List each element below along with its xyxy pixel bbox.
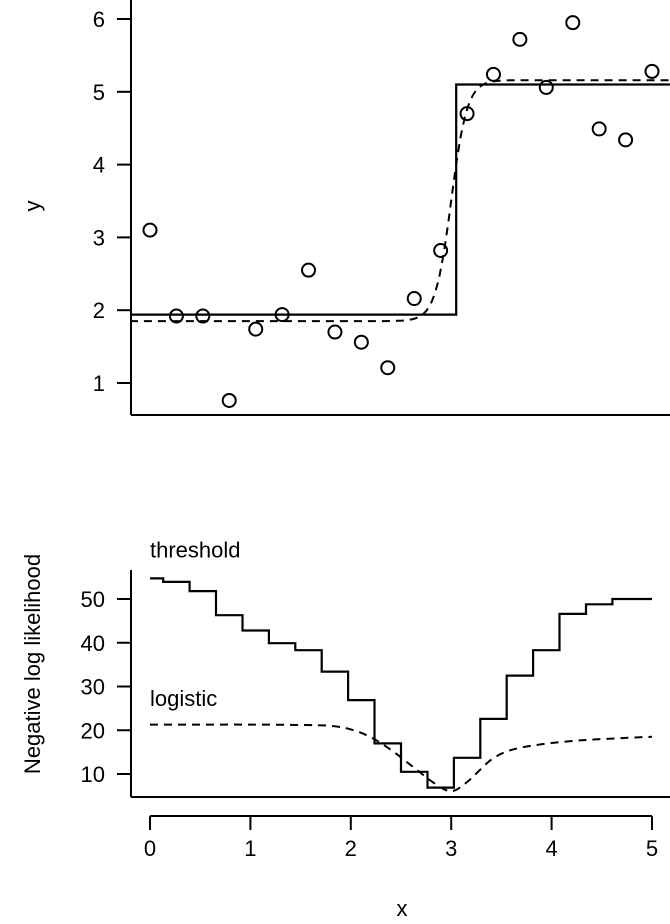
bottom-y-axis: 10 20 30 40 50 <box>81 587 131 787</box>
bottom-x-tick-label: 1 <box>244 836 256 861</box>
bottom-series-lines <box>150 577 653 793</box>
top-panel: 1 2 3 4 5 6 y <box>20 0 670 416</box>
data-point <box>353 334 369 350</box>
bottom-x-axis-label: x <box>397 896 408 921</box>
bottom-y-tick-label: 30 <box>81 675 105 700</box>
top-y-axis-label: y <box>20 201 45 212</box>
threshold-likelihood-line <box>150 577 652 789</box>
bottom-x-tick-label: 0 <box>144 836 156 861</box>
data-point <box>142 222 158 238</box>
bottom-x-tick-label: 2 <box>345 836 357 861</box>
top-y-tick-label: 1 <box>93 371 105 396</box>
annotation-threshold: threshold <box>150 537 241 562</box>
bottom-y-tick-label: 20 <box>81 718 105 743</box>
top-y-tick-label: 3 <box>93 225 105 250</box>
bottom-x-tick-label: 4 <box>545 836 557 861</box>
bottom-y-tick-label: 10 <box>81 762 105 787</box>
data-point <box>485 66 501 82</box>
data-point <box>591 121 607 137</box>
data-point <box>406 291 422 307</box>
data-point <box>274 307 290 323</box>
data-point <box>565 15 581 31</box>
logistic-likelihood-line <box>150 723 653 793</box>
data-point <box>221 392 237 408</box>
logistic-fit-line <box>131 79 670 323</box>
annotation-logistic: logistic <box>150 686 217 711</box>
bottom-panel: 10 20 30 40 50 0 1 2 3 4 5 Negative log likelihoo… <box>20 537 670 921</box>
top-y-axis: 1 2 3 4 5 6 <box>93 7 131 396</box>
top-y-tick-label: 6 <box>93 7 105 32</box>
bottom-y-tick-label: 40 <box>81 631 105 656</box>
data-point <box>618 132 634 148</box>
data-point <box>512 31 528 47</box>
top-fit-lines <box>131 79 670 323</box>
top-y-tick-label: 5 <box>93 80 105 105</box>
data-point <box>644 63 660 79</box>
data-point <box>301 262 317 278</box>
data-point <box>433 243 449 259</box>
bottom-y-axis-label: Negative log likelihood <box>20 554 45 774</box>
data-point <box>195 308 211 324</box>
top-points <box>142 15 660 408</box>
threshold-fit-line <box>131 83 670 316</box>
data-point <box>168 308 184 324</box>
bottom-x-axis: 0 1 2 3 4 5 <box>144 815 658 861</box>
bottom-x-tick-label: 5 <box>646 836 658 861</box>
data-point <box>459 106 475 122</box>
data-point <box>538 79 554 95</box>
bottom-x-tick-label: 3 <box>445 836 457 861</box>
data-point <box>248 321 264 337</box>
data-point <box>327 324 343 340</box>
top-y-tick-label: 2 <box>93 298 105 323</box>
bottom-y-tick-label: 50 <box>81 587 105 612</box>
top-y-tick-label: 4 <box>93 153 105 178</box>
data-point <box>380 360 396 376</box>
